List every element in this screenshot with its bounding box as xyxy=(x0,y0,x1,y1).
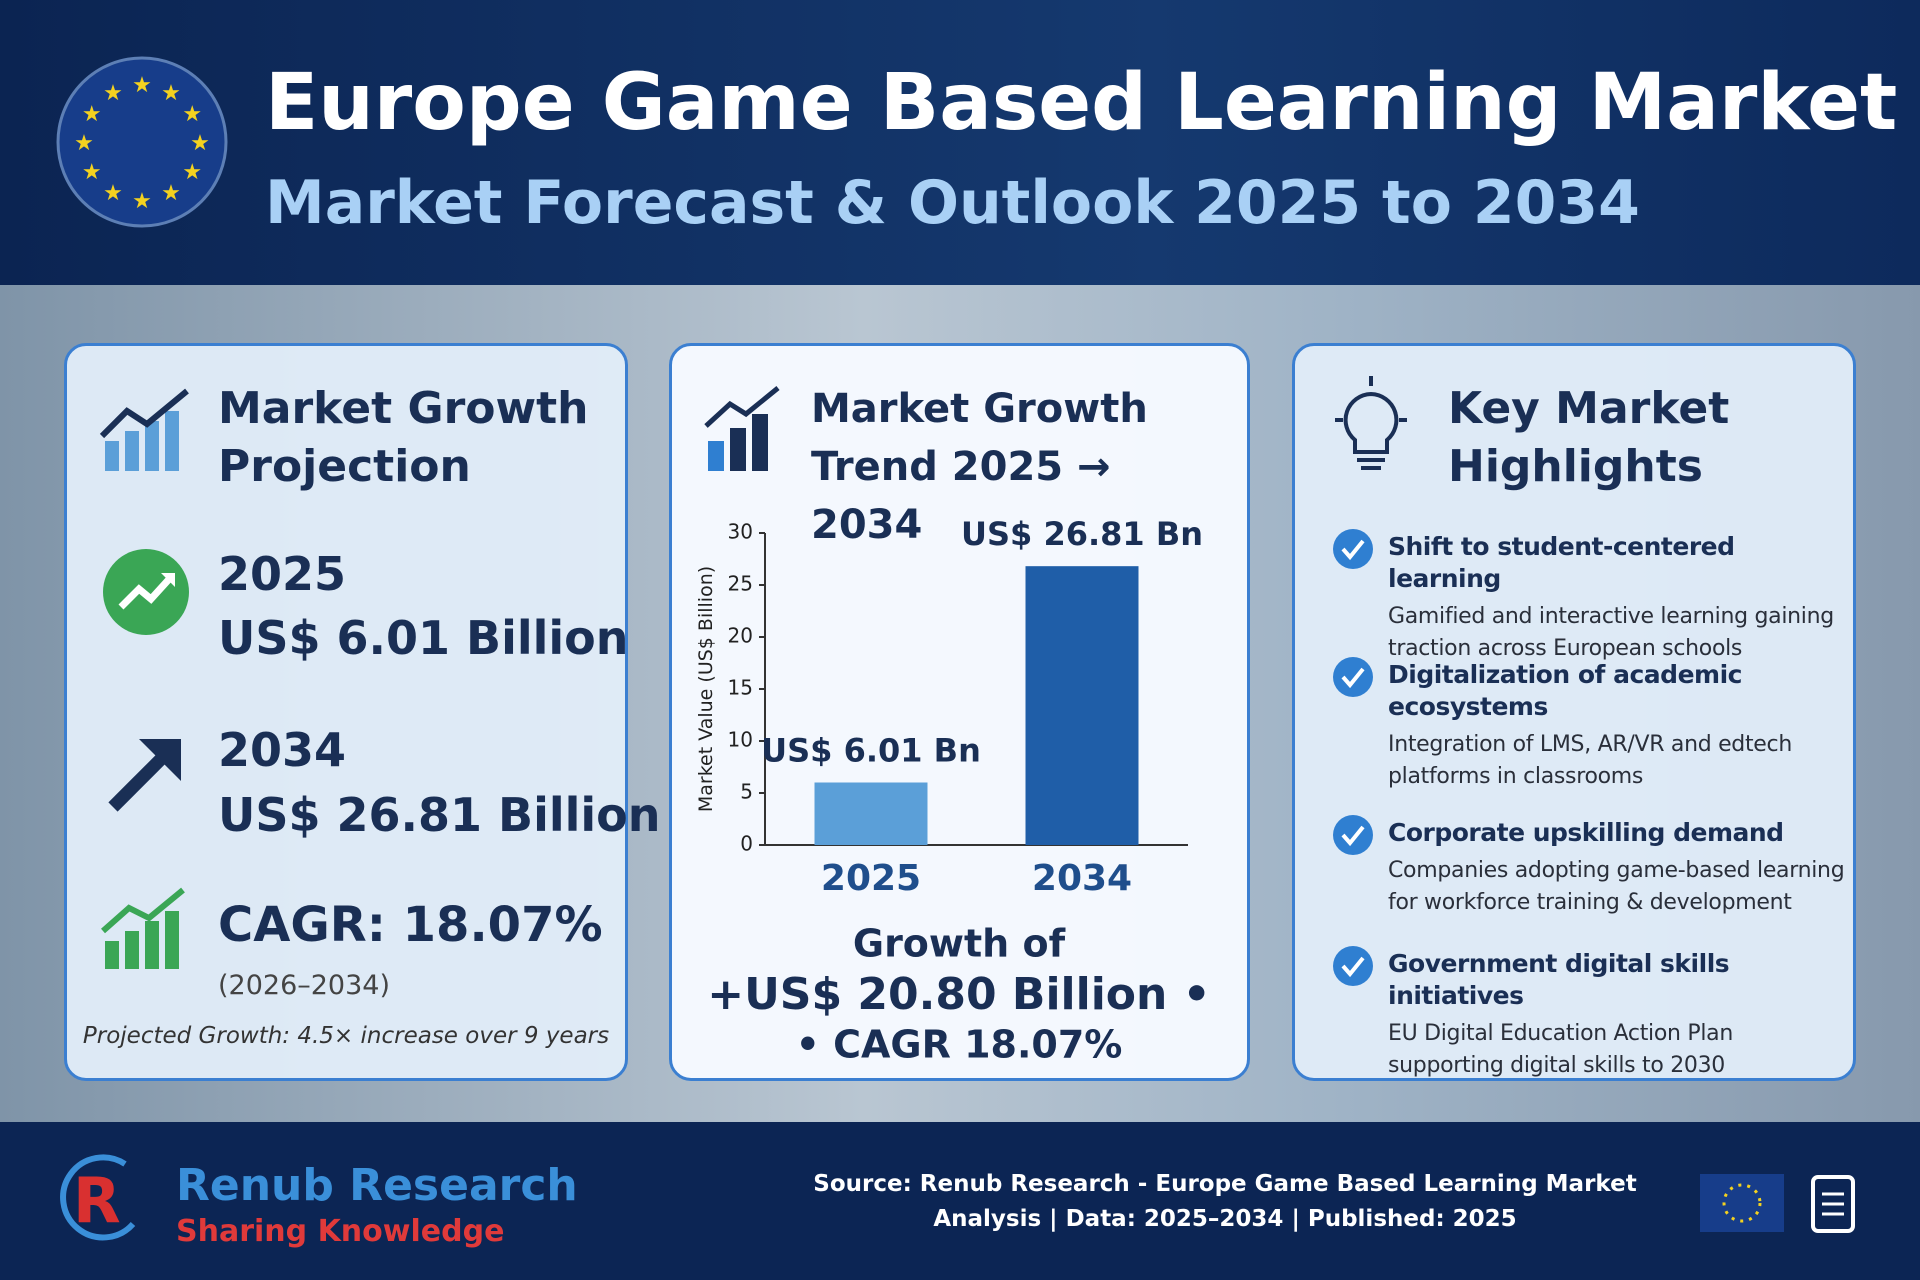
year: 2034 xyxy=(218,723,347,777)
highlight-text: EU Digital Education Action Plan support… xyxy=(1388,1021,1733,1078)
highlight-heading: Corporate upskilling demand xyxy=(1388,818,1784,847)
highlight-item: Government digital skills initiatives EU … xyxy=(1388,948,1848,1082)
star: ★ xyxy=(132,73,152,98)
check-circle xyxy=(1333,657,1373,697)
header: ★ ★ ★ ★ ★ ★ ★ ★ ★ ★ ★ ★ Europe Game Based Learning … xyxy=(0,0,1920,285)
check-icon xyxy=(1333,657,1373,697)
arrow-icon xyxy=(108,739,181,812)
growth-icon xyxy=(99,388,189,471)
star: ★ xyxy=(161,81,181,106)
projection-panel: Market Growth Projection 2025 US$ 6.01 B… xyxy=(64,343,661,1081)
eu-circle xyxy=(56,56,228,228)
check-icon xyxy=(1333,529,1373,569)
check-circle xyxy=(1333,946,1373,986)
highlight-heading: Government digital skills initiatives xyxy=(1388,949,1730,1010)
check-mark xyxy=(1341,539,1365,561)
note: Projected Growth: 4.5× increase over 9 y… xyxy=(82,1023,610,1049)
value: US$ 6.01 Billion xyxy=(218,611,629,665)
check-icon xyxy=(1333,815,1373,855)
panel-title: Market Growth Projection xyxy=(218,383,589,492)
subtitle: Market Forecast & Outlook 2025 to 2034 xyxy=(265,168,1640,238)
value: US$ 26.81 Billion xyxy=(218,788,661,842)
check-circle xyxy=(1333,815,1373,855)
trend-panel: Market Growth Trend 2025 → 2034 xyxy=(669,343,1250,1081)
highlight-item: Corporate upskilling demand Companies ado… xyxy=(1388,817,1848,919)
panel-title: Key Market Highlights xyxy=(1448,383,1730,492)
cagr-icon xyxy=(101,887,185,969)
footer: R Renub Research Sharing Knowledge Sourc… xyxy=(0,1122,1920,1280)
star: ★ xyxy=(103,81,123,106)
star: ★ xyxy=(161,181,181,206)
check-mark xyxy=(1341,667,1365,689)
check-circle xyxy=(1333,529,1373,569)
year: 2025 xyxy=(218,547,347,601)
stars: ★ ★★★★★★★★★★★ xyxy=(74,73,210,214)
highlight-text: Integration of LMS, AR/VR and edtech pla… xyxy=(1388,732,1792,789)
eu-flag xyxy=(1700,1174,1784,1232)
highlight-item: Digitalization of academic ecosystems Int… xyxy=(1388,659,1848,793)
highlight-item: Shift to student-centered learning Gamifi… xyxy=(1388,531,1848,665)
highlight-text: Gamified and interactive learning gainin… xyxy=(1388,604,1834,661)
star: ★ xyxy=(182,160,202,185)
check-mark xyxy=(1341,956,1365,978)
source: Source: Renub Research - Europe Game Bas… xyxy=(813,1171,1637,1232)
highlight-heading: Digitalization of academic ecosystems xyxy=(1388,660,1742,721)
trend-icon xyxy=(704,386,780,471)
cagr: CAGR: 18.07% xyxy=(218,897,603,953)
check-icon xyxy=(1333,946,1373,986)
brand: Renub Research xyxy=(176,1160,578,1211)
star: ★ xyxy=(190,131,210,156)
eu-emblem: ★ ★★★★★★★★★★★ xyxy=(56,56,228,228)
star: ★ xyxy=(132,189,152,214)
star: ★ xyxy=(74,131,94,156)
highlight-text: Companies adopting game-based learning f… xyxy=(1388,858,1845,915)
highlight-heading: Shift to student-centered learning xyxy=(1388,532,1735,593)
star: ★ xyxy=(82,160,102,185)
cagr-period: (2026–2034) xyxy=(218,970,390,1001)
star: ★ xyxy=(82,102,102,127)
up-circle-icon xyxy=(103,549,189,635)
star: ★ xyxy=(182,102,202,127)
star: ★ xyxy=(103,181,123,206)
check-mark xyxy=(1341,825,1365,847)
document-icon xyxy=(1811,1175,1855,1233)
svg-text:R: R xyxy=(73,1164,121,1237)
title: Europe Game Based Learning Market xyxy=(265,58,1898,148)
bulb-icon xyxy=(1335,376,1407,470)
tagline: Sharing Knowledge xyxy=(176,1214,505,1249)
panel-title: Market Growth Trend 2025 → 2034 xyxy=(811,386,1148,548)
highlights-panel: Key Market Highlights Shift to student-c… xyxy=(1292,343,1856,1081)
logo-mark: R xyxy=(60,1154,136,1241)
